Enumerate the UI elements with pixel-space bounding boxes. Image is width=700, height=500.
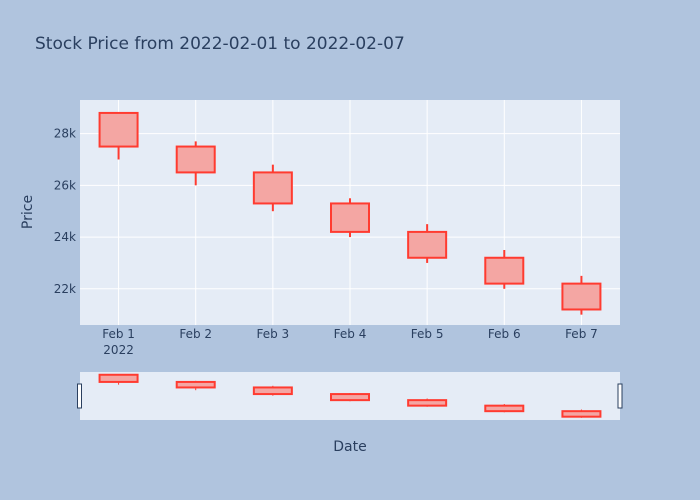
slider-candle	[561, 409, 602, 418]
slider-candle-body	[252, 386, 293, 396]
slider-candle-body	[484, 404, 525, 413]
x-tick-label: Feb 6	[488, 327, 521, 341]
x-tick-label: Feb 7	[565, 327, 598, 341]
slider-candle-body	[330, 393, 370, 402]
x-tick-label: Feb 1	[102, 327, 135, 341]
slider-candle	[330, 392, 370, 402]
x-tick-label: Feb 5	[411, 327, 444, 341]
slider-candle	[252, 385, 293, 396]
x-tick-label: Feb 3	[257, 327, 290, 341]
slider-candle-body	[407, 399, 448, 407]
candle-body[interactable]	[252, 171, 293, 205]
x-tick-label: Feb 2	[179, 327, 212, 341]
chart-title: Stock Price from 2022-02-01 to 2022-02-0…	[35, 34, 405, 54]
y-tick-label: 26k	[54, 178, 76, 192]
slider-candle	[484, 404, 525, 413]
candle-body[interactable]	[484, 256, 525, 285]
y-axis-ticks: 22k 24k 26k 28k	[54, 127, 76, 296]
range-slider-left-handle[interactable]	[77, 383, 82, 409]
slider-candle	[98, 373, 139, 385]
candle[interactable]	[330, 198, 370, 238]
slider-candle-body	[561, 410, 602, 418]
candle[interactable]	[175, 141, 216, 186]
y-tick-label: 22k	[54, 282, 76, 296]
candle[interactable]	[98, 111, 139, 160]
x-tick-year-label: 2022	[103, 343, 134, 357]
y-tick-label: 24k	[54, 230, 76, 244]
candle[interactable]	[484, 250, 525, 289]
y-tick-label: 28k	[54, 127, 76, 141]
candle-body[interactable]	[561, 282, 602, 311]
candles[interactable]	[98, 111, 602, 315]
x-tick-label: Feb 4	[334, 327, 367, 341]
grid-lines	[80, 100, 620, 325]
x-axis-ticks: Feb 1 Feb 2 Feb 3 Feb 4 Feb 5 Feb 6 Feb 7 2022	[102, 327, 598, 357]
candle-body[interactable]	[330, 202, 370, 233]
slider-candle-body	[98, 373, 139, 383]
x-axis-label: Date	[333, 439, 366, 455]
range-slider-right-handle[interactable]	[617, 383, 623, 409]
y-axis-label: Price	[20, 195, 36, 229]
candle[interactable]	[407, 224, 448, 263]
range-slider-candles	[98, 373, 602, 418]
candle-body[interactable]	[175, 145, 216, 174]
candle-body[interactable]	[98, 111, 139, 148]
candle[interactable]	[252, 164, 293, 212]
slider-candle	[175, 380, 216, 391]
candle[interactable]	[561, 275, 602, 315]
candle-body[interactable]	[407, 230, 448, 259]
slider-candle	[407, 398, 448, 407]
slider-candle-body	[175, 380, 216, 389]
